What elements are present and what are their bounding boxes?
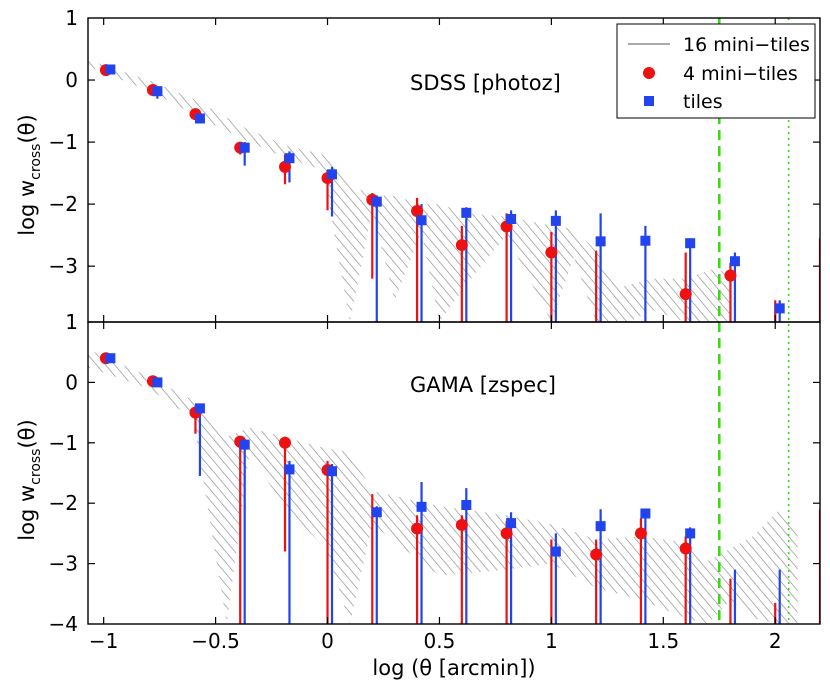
legend: 16 mini−tiles 4 mini−tiles tiles xyxy=(616,23,816,119)
tiles-point xyxy=(239,439,250,450)
mini-tiles-point xyxy=(679,542,692,555)
tiles-point xyxy=(239,142,250,153)
legend-square-swatch xyxy=(644,96,654,106)
mini-tiles-point xyxy=(724,269,737,282)
y-tick-label: 1 xyxy=(65,310,78,334)
mini-tiles-point xyxy=(411,204,424,217)
panel-title-bottom: GAMA [zspec] xyxy=(410,373,556,397)
tiles-point xyxy=(595,236,606,247)
tiles-point xyxy=(152,377,163,388)
mini-tiles-point xyxy=(500,527,513,540)
tiles-point xyxy=(685,528,696,539)
tiles-point xyxy=(371,196,382,207)
tiles-point xyxy=(550,215,561,226)
tiles-point xyxy=(105,64,116,75)
x-tick-label: −1 xyxy=(89,629,118,653)
mini-tiles-point xyxy=(278,160,291,173)
x-tick-label: 2 xyxy=(769,629,782,653)
y-tick-label: −2 xyxy=(49,192,78,216)
tiles-point xyxy=(506,518,517,529)
y-tick-label: 0 xyxy=(65,68,78,92)
legend-label-16-mini-tiles: 16 mini−tiles xyxy=(683,34,810,56)
x-tick-label: 0.5 xyxy=(424,629,456,653)
panel-title-top: SDSS [photoz] xyxy=(410,71,561,95)
mini-tiles-point xyxy=(455,239,468,252)
y-tick-label: −3 xyxy=(49,254,78,278)
tiles-point xyxy=(194,113,205,124)
legend-label-4-mini-tiles: 4 mini−tiles xyxy=(683,63,798,85)
mini-tiles-point xyxy=(634,527,647,540)
tiles-point xyxy=(595,521,606,532)
tiles-point xyxy=(640,508,651,519)
y-tick-label: 1 xyxy=(65,6,78,30)
y-axis-label-top: log wcross(θ) xyxy=(15,114,44,235)
tiles-point xyxy=(550,546,561,557)
panel-bottom: 1 0 −1 −2 −3 −4 GAMA [zspec] log wcross(θ) xyxy=(15,310,820,636)
x-tick-label: −0.5 xyxy=(191,629,240,653)
mini-tiles-point xyxy=(278,436,291,449)
y-tick-label: −4 xyxy=(49,612,78,636)
markers-bottom xyxy=(99,352,696,561)
y-tick-label: −1 xyxy=(49,130,78,154)
tiles-point xyxy=(105,353,116,364)
legend-circle-swatch xyxy=(643,67,655,79)
hatched-band-16-mini-tiles xyxy=(88,59,731,322)
y-tick-label: 0 xyxy=(65,370,78,394)
panel-top: 1 0 −1 −2 −3 SDSS [photoz] log wcross(θ) xyxy=(15,6,820,322)
tiles-point xyxy=(461,500,472,511)
y-axis-label-bottom: log wcross(θ) xyxy=(15,419,44,540)
tiles-point xyxy=(506,214,517,225)
tiles-point xyxy=(640,235,651,246)
mini-tiles-point xyxy=(545,246,558,259)
mini-tiles-point xyxy=(455,518,468,531)
x-tick-label: 1.5 xyxy=(647,629,679,653)
y-tick-label: −3 xyxy=(49,552,78,576)
tiles-point xyxy=(327,169,337,180)
band-top xyxy=(88,59,731,322)
mini-tiles-point xyxy=(411,522,424,535)
x-ticks: −1 −0.5 0 0.5 1 1.5 2 xyxy=(89,18,782,653)
markers-top xyxy=(99,64,785,314)
tiles-point xyxy=(284,464,295,475)
band-bottom xyxy=(88,349,798,624)
hatched-band-16-mini-tiles xyxy=(88,349,798,624)
axes-frame-bottom xyxy=(87,321,821,625)
tiles-point xyxy=(416,215,427,226)
tiles-point xyxy=(416,501,427,512)
tiles-point xyxy=(194,403,205,414)
x-axis-label: log (θ [arcmin]) xyxy=(372,656,535,680)
tiles-point xyxy=(461,207,472,218)
legend-label-tiles: tiles xyxy=(683,91,723,113)
tiles-point xyxy=(284,153,295,164)
mini-tiles-point xyxy=(679,288,692,301)
reference-lines xyxy=(717,18,790,624)
y-tick-label: −2 xyxy=(49,491,78,515)
y-ticks-bottom: 1 0 −1 −2 −3 −4 xyxy=(49,310,820,636)
tiles-point xyxy=(685,238,696,249)
tiles-point xyxy=(371,507,382,518)
y-ticks-top: 1 0 −1 −2 −3 xyxy=(49,6,820,278)
y-tick-label: −1 xyxy=(49,431,78,455)
x-tick-label: 1 xyxy=(545,629,558,653)
tiles-point xyxy=(327,466,337,477)
tiles-point xyxy=(152,86,163,97)
tiles-point xyxy=(729,256,740,267)
x-tick-label: 0 xyxy=(321,629,334,653)
mini-tiles-point xyxy=(590,548,603,561)
tiles-point xyxy=(774,303,785,314)
